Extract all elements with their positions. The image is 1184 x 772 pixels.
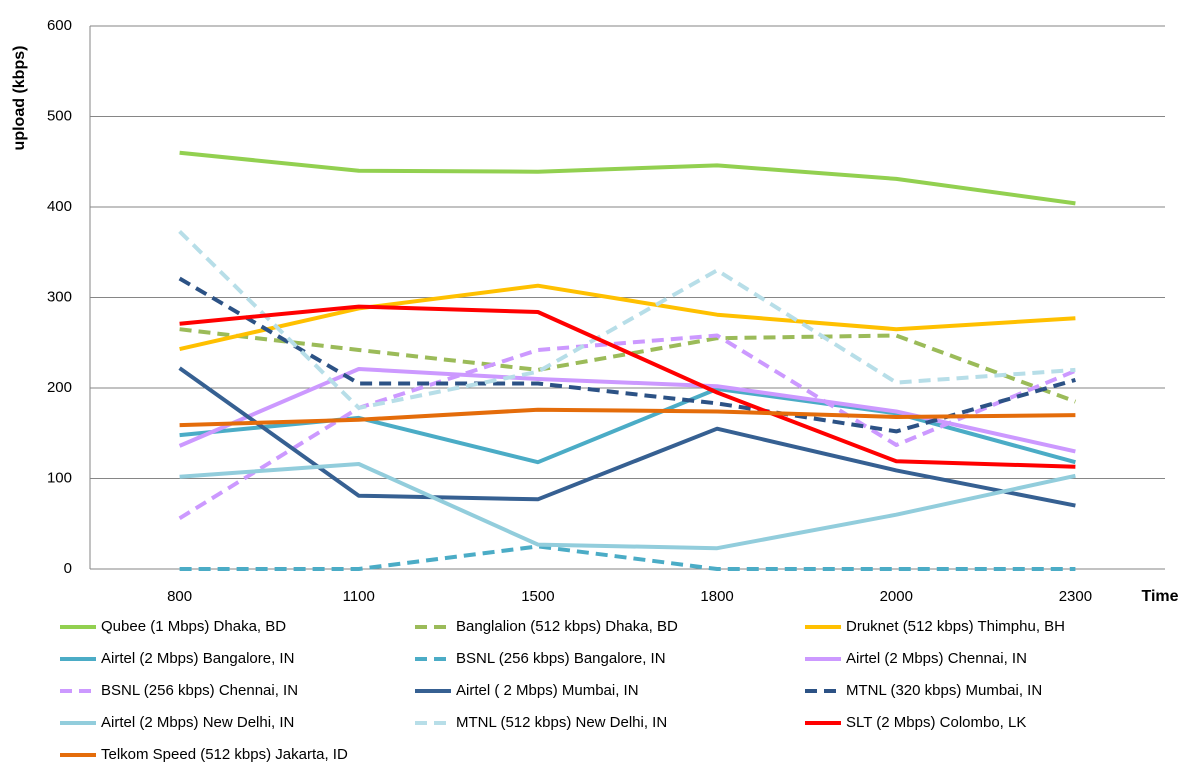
- x-tick-label: 2000: [880, 588, 913, 605]
- x-tick-label: 800: [167, 588, 192, 605]
- x-tick-label: 1800: [700, 588, 733, 605]
- series-line: [179, 462, 1076, 551]
- x-tick-label: 2300: [1059, 588, 1092, 605]
- legend-label: Airtel ( 2 Mbps) Mumbai, IN: [456, 682, 639, 699]
- legend-label: SLT (2 Mbps) Colombo, LK: [846, 714, 1026, 731]
- x-tick-label: 1500: [521, 588, 554, 605]
- legend-label: MTNL (320 kbps) Mumbai, IN: [846, 682, 1042, 699]
- series-line: [179, 327, 1077, 404]
- y-tick-label: 400: [47, 198, 72, 215]
- x-tick-label: 1100: [343, 588, 375, 605]
- legend-label: MTNL (512 kbps) New Delhi, IN: [456, 714, 667, 731]
- y-axis-title: upload (kbps): [11, 46, 28, 151]
- series-line: [179, 407, 1076, 428]
- legend-label: Airtel (2 Mbps) New Delhi, IN: [101, 714, 294, 731]
- y-tick-label: 500: [47, 107, 72, 124]
- y-tick-label: 0: [64, 560, 72, 577]
- y-tick-label: 200: [47, 379, 72, 396]
- legend-label: Qubee (1 Mbps) Dhaka, BD: [101, 618, 286, 635]
- legend-label: Airtel (2 Mbps) Bangalore, IN: [101, 650, 294, 667]
- series-line: [179, 283, 1076, 352]
- series-line: [178, 333, 1077, 521]
- series-line: [179, 544, 1076, 571]
- legend-label: Telkom Speed (512 kbps) Jakarta, ID: [101, 746, 348, 763]
- legend-label: BSNL (256 kbps) Chennai, IN: [101, 682, 298, 699]
- series-line: [179, 150, 1076, 206]
- series-line: [178, 276, 1076, 434]
- legend-label: BSNL (256 kbps) Bangalore, IN: [456, 650, 666, 667]
- series-line: [178, 366, 1076, 508]
- legend-label: Airtel (2 Mbps) Chennai, IN: [846, 650, 1027, 667]
- y-tick-label: 100: [47, 469, 72, 486]
- legend-label: Banglalion (512 kbps) Dhaka, BD: [456, 618, 678, 635]
- series-line: [179, 304, 1076, 469]
- x-axis-title: Time: [1141, 588, 1178, 605]
- y-tick-label: 600: [47, 17, 72, 34]
- series-line: [178, 229, 1076, 410]
- y-tick-label: 300: [47, 288, 72, 305]
- legend-label: Druknet (512 kbps) Thimphu, BH: [846, 618, 1065, 635]
